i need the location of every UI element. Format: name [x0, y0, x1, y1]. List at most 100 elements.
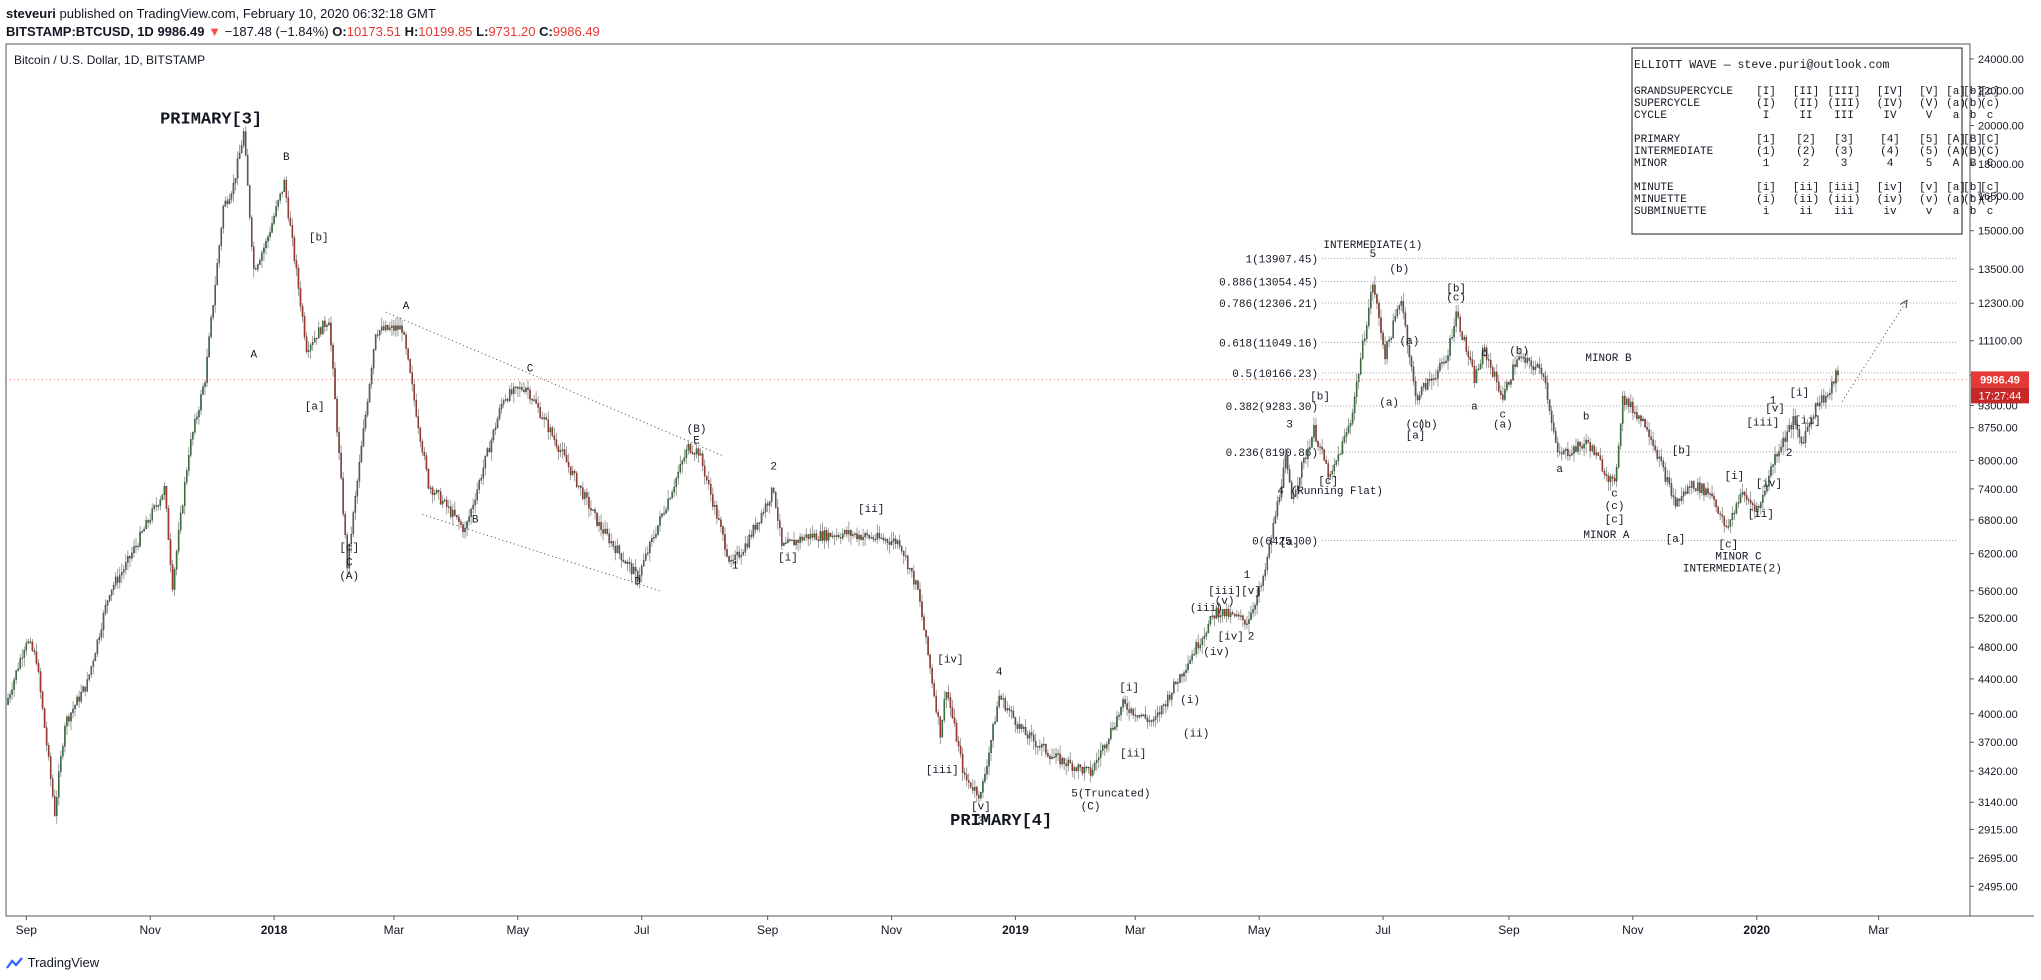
candle-body	[1258, 586, 1260, 596]
candle-body	[222, 206, 225, 229]
candle-body	[1162, 704, 1165, 706]
candle-body	[391, 325, 393, 328]
wave-label: INTERMEDIATE(1)	[1323, 240, 1422, 252]
candle-body	[1443, 362, 1445, 364]
candle-body	[143, 528, 145, 532]
tradingview-brand[interactable]: TradingView	[27, 955, 100, 971]
legend-wave-mark: C	[1987, 158, 1994, 170]
primary-wave-label: PRIMARY[4]	[950, 812, 1052, 831]
legend-wave-mark: [5]	[1919, 134, 1939, 146]
candle-body	[1256, 595, 1258, 606]
legend-degree-name: GRANDSUPERCYCLE	[1634, 86, 1733, 98]
candle-body	[153, 505, 156, 509]
candle-body	[1485, 347, 1488, 360]
candle-body	[642, 560, 645, 567]
price-tick-label: 7400.00	[1978, 484, 2018, 496]
candle-body	[1751, 503, 1754, 506]
candle-body	[454, 509, 456, 516]
candle-body	[478, 480, 480, 490]
candle-body	[23, 650, 26, 658]
wave-label: b	[1481, 348, 1488, 360]
wave-label: 1	[1244, 570, 1251, 582]
candle-body	[214, 284, 216, 306]
wave-label: [b]	[1310, 392, 1330, 404]
time-axis[interactable]: Sep Nov 2018 Mar May Jul Sep Nov 2019 Mar May Jul Se…	[16, 916, 1889, 937]
candle-body	[693, 453, 696, 455]
candle-body	[198, 410, 200, 418]
candle-body	[1116, 716, 1118, 728]
candle-body	[1770, 466, 1772, 477]
wave-label: MINOR C	[1715, 552, 1762, 564]
candle-body	[614, 546, 617, 553]
candle-body	[1130, 708, 1132, 713]
candle-body	[1833, 381, 1835, 384]
candle-body	[596, 512, 598, 526]
candle-body	[1534, 366, 1537, 370]
chart-svg[interactable]: Bitcoin / U.S. Dollar, 1D, BITSTAMP 1(13…	[0, 0, 2041, 950]
arrow-head-icon	[1899, 299, 1908, 309]
candle-body	[681, 460, 684, 465]
candle-body	[118, 574, 121, 583]
candle-body	[269, 232, 271, 237]
candle-body	[712, 494, 714, 507]
candle-body	[443, 499, 446, 502]
candle-body	[923, 616, 925, 631]
close-label: C:	[539, 24, 553, 39]
candle-body	[1558, 451, 1561, 454]
candle-body	[1516, 359, 1518, 367]
legend-wave-mark: [C]	[1980, 134, 2000, 146]
candle-body	[1453, 326, 1455, 338]
candle-body	[1778, 451, 1780, 457]
price-tick-label: 6800.00	[1978, 515, 2018, 527]
tradingview-logo-icon[interactable]	[6, 956, 24, 970]
candle-body	[957, 741, 960, 747]
candle-body	[1794, 416, 1797, 425]
author-name[interactable]: steveuri	[6, 6, 56, 21]
candle-body	[458, 516, 460, 522]
wave-label: (iii)	[1190, 603, 1223, 615]
candle-body	[1731, 513, 1734, 521]
candle-body	[744, 543, 747, 553]
legend-degree-name: INTERMEDIATE	[1634, 146, 1714, 158]
candle-body	[1676, 498, 1679, 507]
candle-body	[604, 528, 606, 534]
wave-label: [iv]	[1218, 632, 1244, 644]
price-tick-label: 3140.00	[1978, 797, 2018, 809]
candle-body	[1278, 497, 1281, 502]
candle-body	[149, 519, 151, 523]
price-axis[interactable]: 24000.00 22000.00 20000.00 18000.00 16500.00…	[1970, 54, 2024, 893]
candle-body	[1110, 727, 1112, 739]
candle-body	[387, 325, 389, 330]
candle-body	[1603, 470, 1606, 475]
candle-body	[1211, 615, 1214, 617]
wave-label: B	[283, 152, 290, 164]
candle-body	[210, 317, 212, 337]
candle-body	[697, 448, 700, 456]
candle-body	[866, 533, 868, 536]
candle-body	[346, 534, 348, 569]
candle-body	[500, 404, 503, 409]
last-price-tag	[1971, 371, 2029, 388]
candle-body	[145, 520, 147, 530]
wave-label: [i]	[778, 553, 798, 565]
candle-body	[986, 766, 988, 775]
legend-wave-mark: V	[1926, 110, 1933, 122]
fib-retracement[interactable]: 1(13907.45) 0.886(13054.45) 0.786(12306.21…	[1219, 254, 1958, 549]
candle-body	[1690, 481, 1693, 488]
trendlines[interactable]	[385, 299, 1908, 592]
candle-body	[517, 386, 519, 389]
candle-body	[1093, 762, 1096, 771]
candle-body	[177, 530, 180, 552]
candle-body	[1339, 453, 1342, 456]
candle-body	[638, 575, 641, 583]
wave-label: [c]	[1718, 540, 1738, 552]
candle-body	[864, 533, 866, 538]
candle-body	[1152, 719, 1155, 722]
candle-body	[502, 400, 505, 405]
candle-body	[1725, 525, 1728, 527]
candle-body	[1792, 416, 1795, 430]
candle-body	[907, 555, 909, 570]
candle-body	[803, 537, 805, 541]
candle-body	[1087, 766, 1090, 769]
candle-body	[285, 180, 288, 198]
